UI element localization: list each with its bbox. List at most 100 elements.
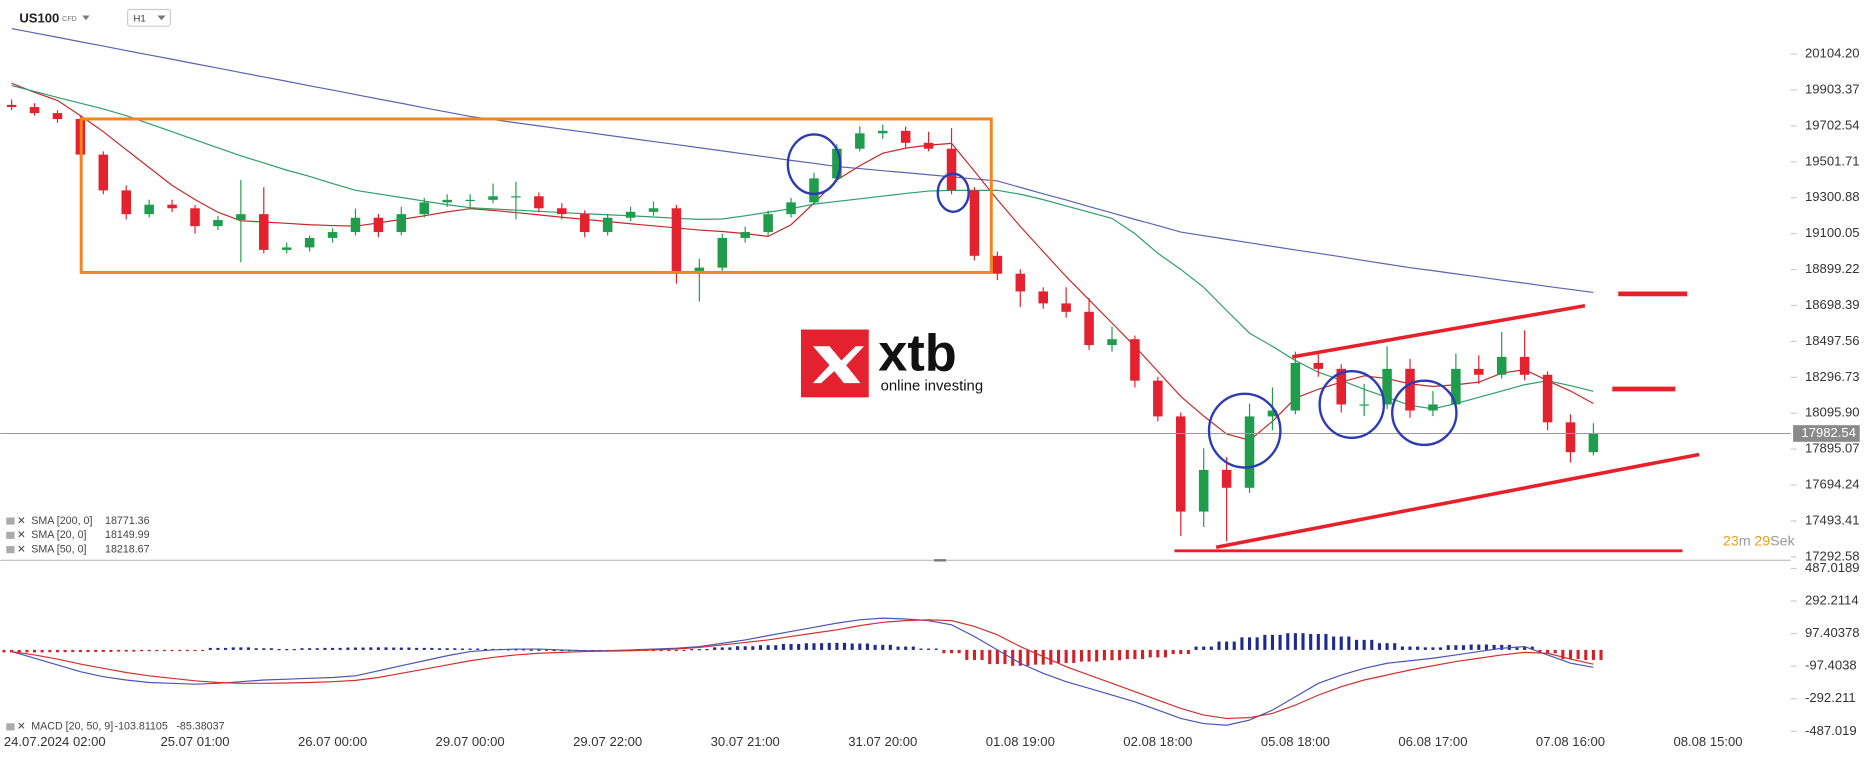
macd-histogram-bar: [988, 649, 992, 665]
macd-histogram-bar: [1561, 649, 1565, 660]
macd-histogram-bar: [1225, 641, 1229, 650]
y-tick-label: 17493.41: [1805, 512, 1860, 527]
macd-histogram-bar: [1370, 639, 1374, 650]
macd-histogram-bar: [972, 649, 976, 660]
macd-histogram-bar: [1171, 649, 1175, 655]
macd-histogram-bar: [1377, 643, 1382, 650]
x-tick-label: 07.08 16:00: [1536, 734, 1605, 749]
macd-histogram-bar: [285, 649, 289, 651]
sma-line: [11, 84, 1594, 410]
macd-histogram-bar: [789, 644, 793, 650]
macd-histogram-bar: [544, 649, 549, 651]
macd-histogram-bar: [1454, 645, 1458, 650]
macd-histogram-bar: [751, 646, 755, 650]
macd-histogram-bar: [1125, 649, 1129, 660]
legend-icon: [6, 546, 15, 554]
legend-close-icon: ✕: [17, 529, 26, 541]
candle-body: [923, 142, 934, 149]
macd-histogram-bar: [1355, 639, 1359, 650]
macd-histogram-bar: [705, 649, 709, 651]
macd-histogram-bar: [1530, 646, 1534, 650]
y-tick-label: 18296.73: [1805, 369, 1860, 384]
macd-histogram-bar: [25, 649, 29, 653]
macd-y-tick-label: -97.4038: [1805, 658, 1857, 673]
macd-histogram-bar: [162, 649, 167, 652]
legend-name: SMA [200, 0]: [31, 515, 92, 527]
macd-histogram-bar: [529, 649, 533, 651]
countdown-minutes: 23: [1723, 533, 1739, 549]
legend-close-icon: ✕: [17, 721, 26, 733]
macd-histogram-bar: [758, 645, 763, 650]
macd-histogram-bar: [1186, 649, 1190, 655]
macd-histogram-bar: [63, 649, 67, 653]
y-tick-label: 18899.22: [1805, 261, 1860, 276]
macd-histogram-bar: [1102, 649, 1106, 661]
macd-histogram-bar: [1049, 649, 1053, 665]
macd-histogram-bar: [766, 645, 770, 650]
macd-histogram-bar: [522, 649, 526, 651]
macd-histogram-bar: [139, 649, 144, 652]
macd-histogram-bar: [277, 649, 281, 651]
countdown-seconds: 29: [1754, 533, 1770, 549]
macd-histogram-bar: [2, 649, 6, 653]
macd-histogram-bar: [1240, 637, 1244, 650]
candle-body: [1038, 291, 1048, 304]
macd-histogram-bar: [361, 647, 365, 650]
macd-histogram-bar: [1477, 644, 1481, 650]
macd-histogram-bar: [774, 645, 778, 650]
candle-body: [1130, 339, 1140, 381]
candle-body: [900, 130, 911, 143]
macd-histogram-bar: [1011, 649, 1015, 666]
macd-histogram-bar: [1232, 641, 1236, 650]
macd-histogram-bar: [919, 648, 923, 650]
macd-histogram-bar: [1492, 644, 1496, 650]
macd-histogram-bar: [537, 649, 541, 651]
candle-body: [1588, 433, 1599, 453]
timeframe-box[interactable]: [127, 8, 172, 27]
macd-histogram-bar: [170, 649, 174, 652]
macd-histogram-bar: [1072, 649, 1076, 663]
macd-histogram-bar: [48, 649, 52, 653]
macd-histogram-bar: [392, 647, 396, 650]
macd-histogram-bar: [1270, 634, 1275, 650]
candle-body: [1519, 356, 1530, 375]
macd-histogram-bar: [911, 646, 915, 650]
annotations: [79, 117, 1700, 553]
macd-histogram-bar: [376, 647, 380, 650]
y-tick-label: 20104.20: [1805, 46, 1860, 61]
macd-histogram-bar: [1484, 644, 1488, 650]
macd-histogram-bar: [850, 643, 854, 650]
macd-histogram-bar: [659, 649, 663, 652]
macd-histogram-bar: [1156, 649, 1160, 658]
macd-histogram-bar: [720, 647, 724, 650]
macd-histogram-bar: [369, 647, 373, 650]
logo-tagline: online investing: [881, 379, 983, 395]
circle-annotation: [786, 133, 842, 196]
candle-body: [946, 148, 957, 191]
x-tick-label: 06.08 17:00: [1398, 734, 1467, 749]
macd-line: [11, 619, 1594, 720]
macd-histogram-bar: [384, 647, 388, 650]
macd-histogram-bar: [453, 648, 457, 650]
macd-histogram-bar: [1416, 646, 1420, 650]
y-tick-label: 19903.37: [1805, 81, 1860, 96]
macd-histogram-bar: [1469, 644, 1473, 650]
macd-histogram-bar: [514, 649, 518, 651]
macd-histogram-bar: [1087, 649, 1091, 662]
y-tick-label: 18095.90: [1805, 405, 1860, 420]
candle-body: [29, 107, 40, 114]
price-plot: [6, 27, 1599, 542]
candle-body: [373, 217, 384, 233]
symbol-dropdown[interactable]: [82, 15, 90, 21]
macd-histogram-bar: [323, 647, 327, 650]
macd-histogram-bar: [353, 647, 358, 650]
candle-body: [511, 196, 521, 198]
y-tick-label: 19100.05: [1805, 225, 1860, 240]
macd-histogram-bar: [1110, 649, 1114, 661]
axes: 17292.58 17493.41 17694.24 17895.07 18095.90…: [0, 46, 1860, 749]
macd-histogram-bar: [804, 643, 808, 650]
macd-histogram-bar: [1408, 646, 1412, 650]
macd-histogram-bar: [1584, 649, 1588, 660]
macd-histogram-bar: [1446, 645, 1450, 650]
